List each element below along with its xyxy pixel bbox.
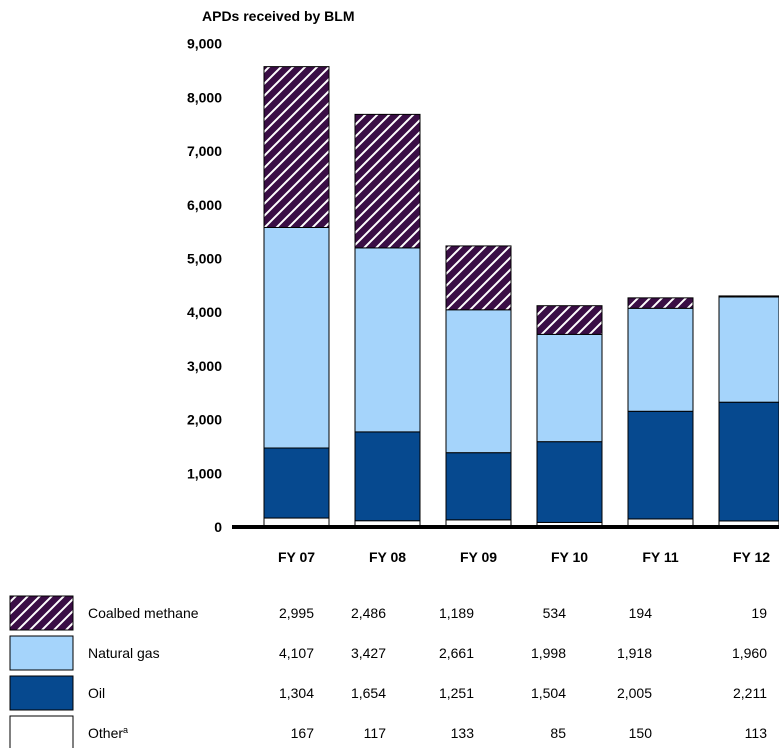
bar-segment-coalbed-methane-fy-11: [627, 297, 694, 309]
legend-label-text: Natural gas: [88, 645, 160, 661]
legend-value: 4,107: [279, 645, 314, 661]
bar-segment-coalbed-methane-fy-08: [354, 113, 421, 249]
bar-segment-natural-gas-fy-10: [536, 333, 603, 443]
legend-label-oil: Oil: [88, 685, 105, 701]
legend-table: Coalbed methane 2,995 2,486 1,189 534 194 19 Na…: [9, 595, 768, 748]
bar-segment-natural-gas-fy-11: [627, 307, 694, 412]
y-axis-title: APDs received by BLM: [202, 8, 355, 24]
legend-label-text: Other: [88, 725, 123, 741]
category-labels: FY 07 FY 08 FY 09 FY 10 FY 11 FY 12: [278, 549, 770, 565]
legend-value: 1,998: [531, 645, 566, 661]
legend-value: 150: [629, 725, 653, 741]
legend-value: 2,005: [617, 685, 652, 701]
y-tick-label: 7,000: [187, 143, 222, 159]
bar-segment-natural-gas-fy-12: [718, 296, 779, 403]
bar-segment-natural-gas-fy-08: [354, 247, 421, 433]
legend-value: 1,189: [439, 605, 474, 621]
legend-label-superscript: a: [123, 725, 128, 735]
legend-value: 1,304: [279, 685, 314, 701]
bar-segment-coalbed-methane-fy-09: [445, 245, 512, 311]
legend-swatch-oil: [9, 675, 74, 711]
bar-segment-oil-fy-11: [627, 410, 694, 520]
legend-value: 1,654: [351, 685, 386, 701]
y-tick-labels: 0 1,000 2,000 3,000 4,000 5,000 6,000 7,000 8,00…: [187, 36, 222, 535]
y-tick-label: 9,000: [187, 36, 222, 52]
legend-value: 1,960: [732, 645, 767, 661]
legend-value: 85: [550, 725, 566, 741]
bar-segment-oil-fy-09: [445, 452, 512, 521]
legend-value: 113: [745, 725, 768, 741]
y-tick-label: 4,000: [187, 304, 222, 320]
legend-swatch-other: [9, 715, 74, 748]
legend-value: 167: [291, 725, 315, 741]
legend-value: 19: [751, 605, 767, 621]
legend-value: 1,918: [617, 645, 652, 661]
legend-value: 117: [364, 725, 387, 741]
bar-segment-coalbed-methane-fy-10: [536, 305, 603, 335]
legend-value: 2,995: [279, 605, 314, 621]
legend-value: 2,211: [733, 685, 767, 701]
bars: [263, 66, 779, 528]
legend-swatch-natural-gas: [9, 635, 74, 671]
legend-label-natural-gas: Natural gas: [88, 645, 160, 661]
bar-segment-oil-fy-12: [718, 401, 779, 522]
legend-value: 194: [629, 605, 653, 621]
y-tick-label: 5,000: [187, 251, 222, 267]
bar-segment-natural-gas-fy-07: [263, 226, 330, 449]
bar-segment-natural-gas-fy-09: [445, 309, 512, 454]
x-category-label: FY 09: [460, 549, 497, 565]
bar-segment-oil-fy-07: [263, 447, 330, 519]
legend-value: 133: [451, 725, 475, 741]
y-tick-label: 6,000: [187, 197, 222, 213]
y-tick-label: 1,000: [187, 465, 222, 481]
x-category-label: FY 07: [278, 549, 315, 565]
legend-value: 3,427: [351, 645, 386, 661]
legend-label-other: Othera: [88, 725, 128, 741]
legend-value: 534: [543, 605, 567, 621]
bar-segment-coalbed-methane-fy-12: [718, 295, 779, 298]
x-category-label: FY 12: [733, 549, 770, 565]
bar-segment-oil-fy-10: [536, 441, 603, 523]
legend-swatch-coalbed-methane: [9, 595, 74, 631]
bar-segment-coalbed-methane-fy-07: [263, 66, 330, 228]
x-category-label: FY 11: [642, 549, 679, 565]
x-category-label: FY 10: [551, 549, 588, 565]
legend-label-text: Oil: [88, 685, 105, 701]
legend-value: 2,486: [351, 605, 386, 621]
legend-label-text: Coalbed methane: [88, 605, 199, 621]
y-tick-label: 8,000: [187, 89, 222, 105]
legend-value: 2,661: [439, 645, 474, 661]
x-category-label: FY 08: [369, 549, 406, 565]
legend-value: 1,251: [439, 685, 474, 701]
y-tick-label: 2,000: [187, 412, 222, 428]
legend-label-coalbed-methane: Coalbed methane: [88, 605, 199, 621]
y-tick-label: 0: [214, 519, 222, 535]
legend-value: 1,504: [531, 685, 566, 701]
bar-segment-oil-fy-08: [354, 431, 421, 522]
y-tick-label: 3,000: [187, 358, 222, 374]
